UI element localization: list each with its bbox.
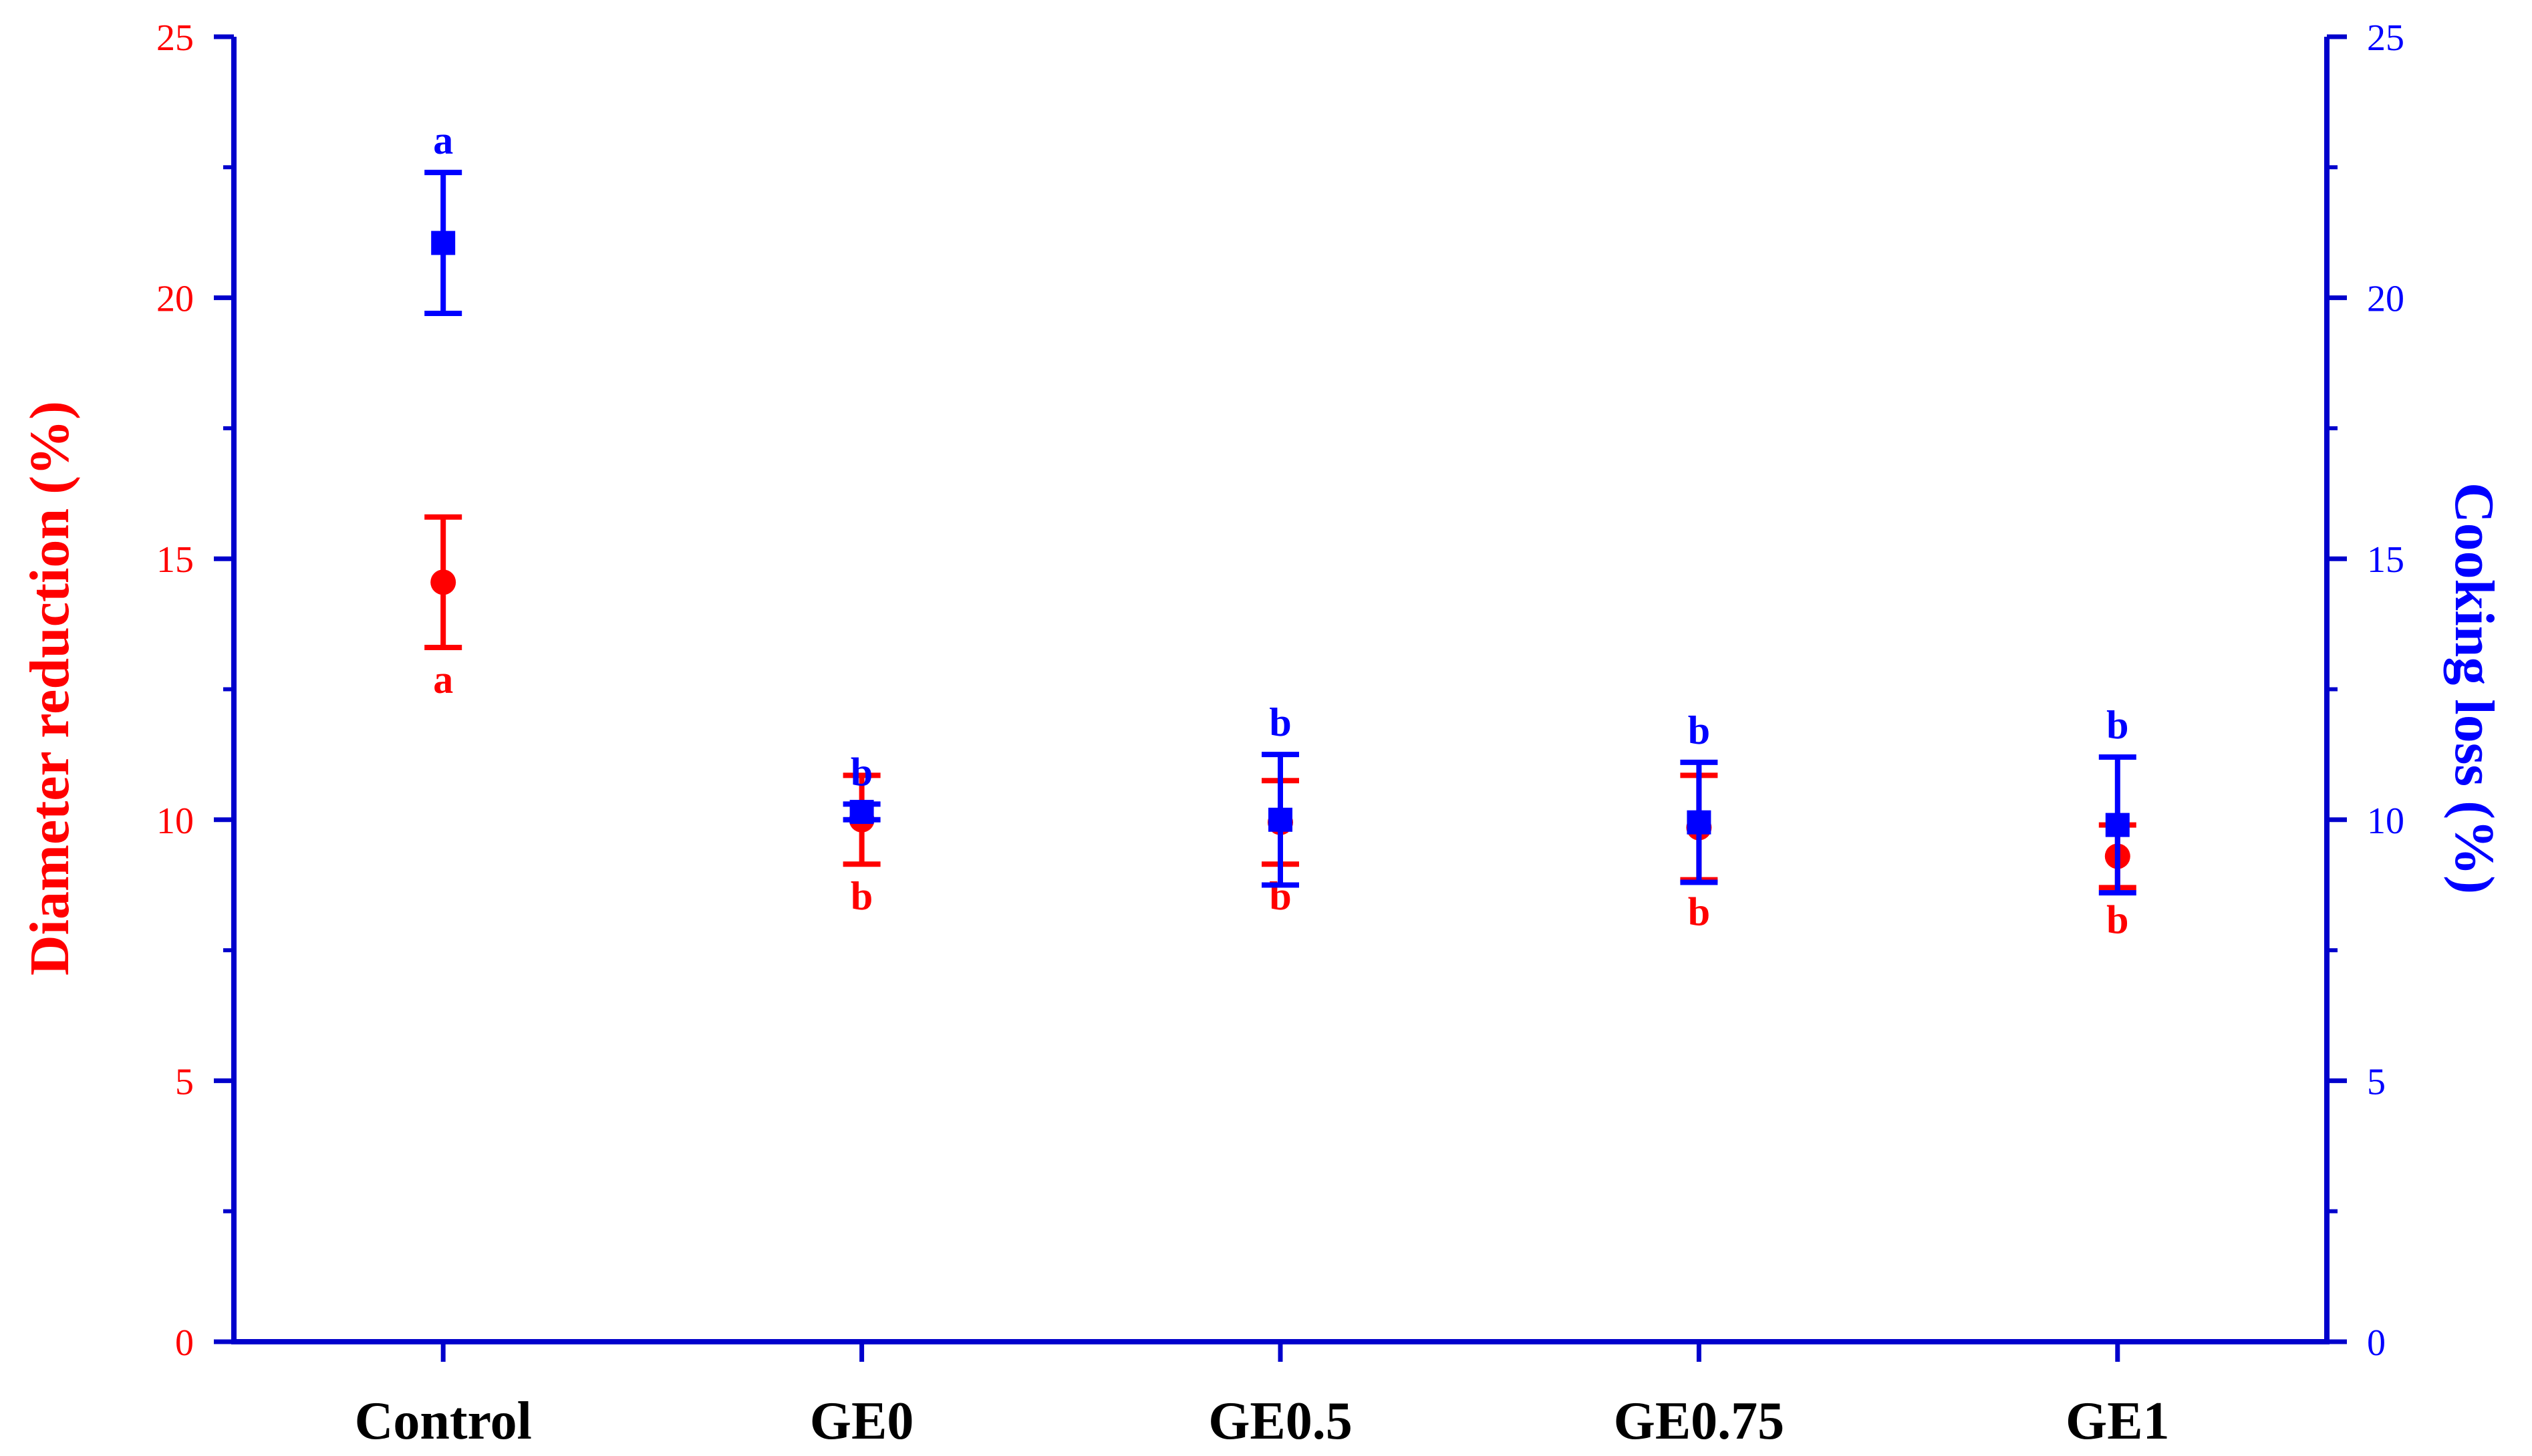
data-point xyxy=(849,800,874,825)
left-tick-label: 5 xyxy=(175,1061,194,1103)
category-labels: Control GE0 GE0.5 GE0.75 GE1 xyxy=(355,1342,2170,1451)
x-tick-label: GE0 xyxy=(810,1392,914,1451)
left-tick-label: 0 xyxy=(175,1322,194,1364)
right-tick-label: 5 xyxy=(2367,1061,2386,1103)
left-tick-label: 20 xyxy=(156,279,194,320)
data-marks: a b b b ba b b b b xyxy=(424,118,2136,941)
data-point xyxy=(1687,810,1711,835)
left-tick-label: 15 xyxy=(156,539,194,581)
left-tick-label: 25 xyxy=(156,17,194,59)
significance-label: b xyxy=(1688,890,1710,934)
significance-label: b xyxy=(2106,897,2128,941)
left-axis-ticks: 0 5 10 15 20 25 xyxy=(156,17,234,1364)
significance-label: a xyxy=(433,118,453,162)
significance-label: b xyxy=(2106,703,2128,747)
significance-label: a xyxy=(433,658,453,702)
right-axis-title: Cooking loss (%) xyxy=(2443,482,2505,894)
significance-label: b xyxy=(1688,708,1710,752)
right-tick-label: 10 xyxy=(2367,800,2404,842)
left-tick-label: 10 xyxy=(156,800,194,842)
x-tick-label: GE0.75 xyxy=(1614,1392,1785,1451)
axes xyxy=(231,37,2330,1344)
data-point xyxy=(1268,807,1292,832)
significance-label: b xyxy=(851,750,873,794)
right-axis-ticks: 0 5 10 15 20 25 xyxy=(2327,17,2404,1364)
data-point xyxy=(430,569,456,595)
x-tick-label: Control xyxy=(355,1392,532,1451)
right-tick-label: 15 xyxy=(2367,539,2404,581)
series-right: a b b b b xyxy=(424,118,2136,896)
x-tick-label: GE1 xyxy=(2066,1392,2170,1451)
data-point xyxy=(431,231,456,255)
significance-label: b xyxy=(1269,700,1291,744)
left-axis-title: Diameter reduction (%) xyxy=(19,401,81,976)
right-tick-label: 0 xyxy=(2367,1322,2386,1364)
data-point xyxy=(2105,813,2130,837)
significance-label: b xyxy=(851,874,873,918)
x-tick-label: GE0.5 xyxy=(1208,1392,1353,1451)
right-tick-label: 25 xyxy=(2367,17,2404,59)
right-tick-label: 20 xyxy=(2367,279,2404,320)
